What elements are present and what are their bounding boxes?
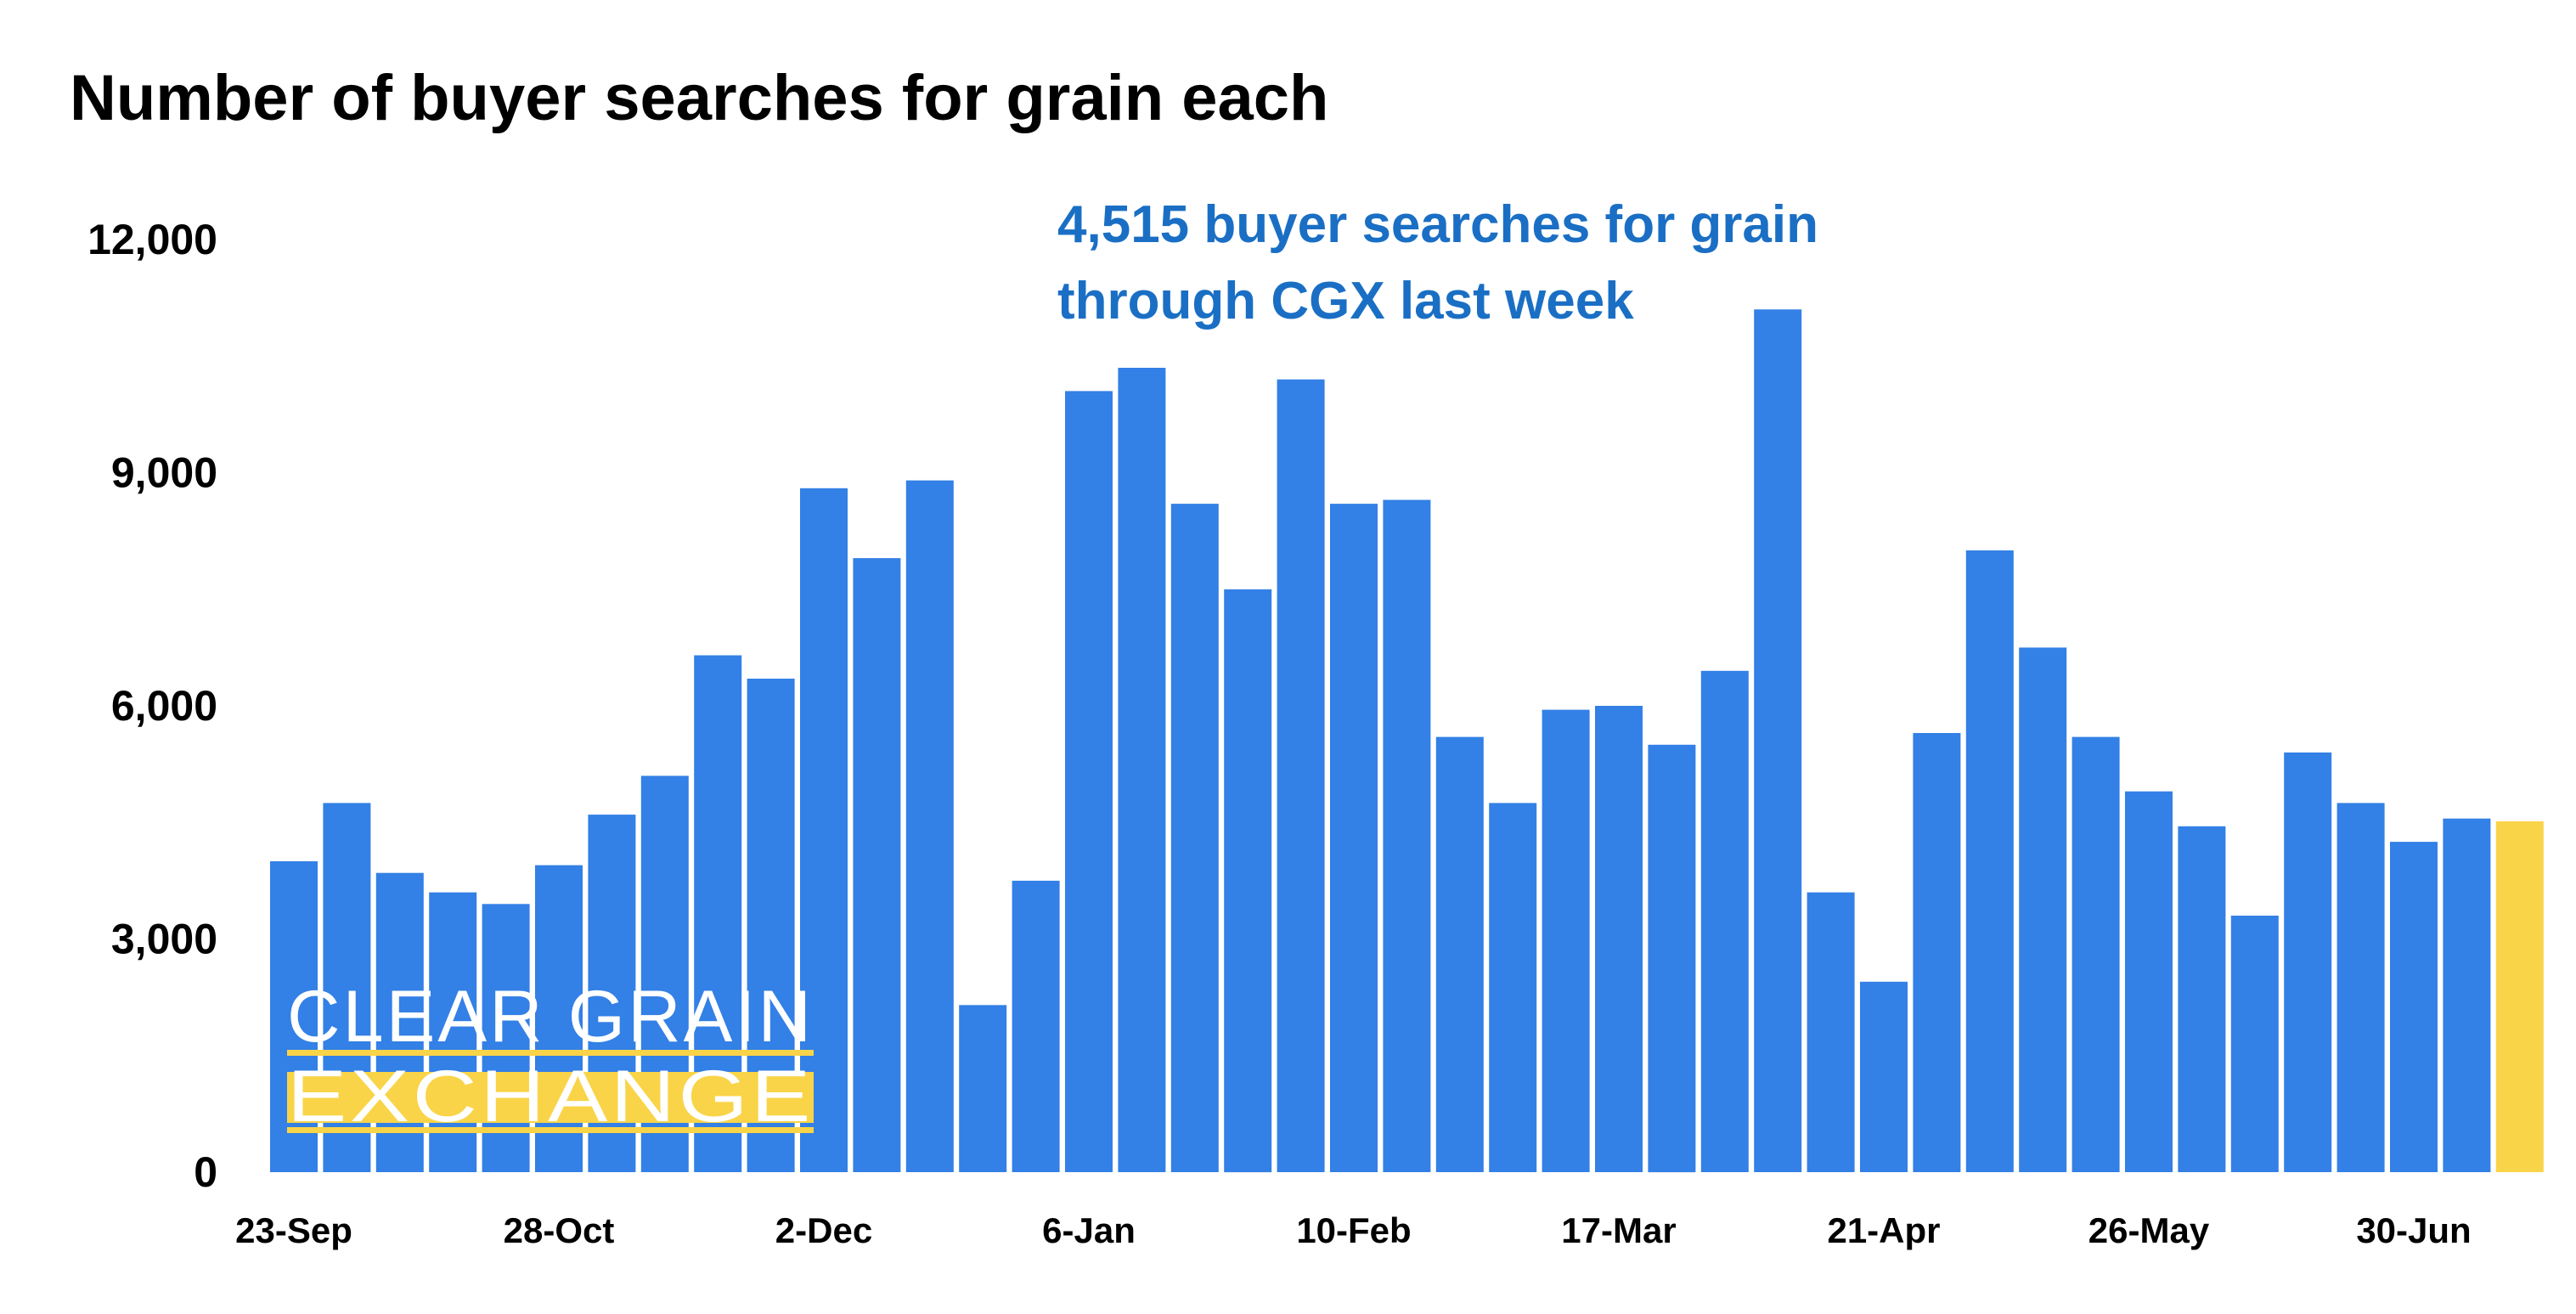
bar <box>2390 842 2438 1172</box>
bar <box>1065 391 1113 1172</box>
bar <box>2125 791 2173 1172</box>
bar <box>1224 589 1272 1173</box>
bar <box>1277 379 1325 1172</box>
bar <box>1330 504 1378 1172</box>
bar <box>2284 752 2332 1172</box>
bar <box>1012 880 1060 1172</box>
bar <box>1965 550 2014 1172</box>
chart-title: Number of buyer searches for grain each <box>70 62 1329 134</box>
bar <box>1754 309 1802 1172</box>
bar <box>1700 670 1749 1172</box>
bar <box>1118 368 1166 1172</box>
bar <box>1383 499 1431 1172</box>
y-tick-label: 6,000 <box>111 682 217 730</box>
y-tick-label: 0 <box>194 1148 217 1196</box>
bar <box>800 488 848 1172</box>
bar <box>1489 803 1537 1172</box>
bar <box>1542 709 1590 1172</box>
bar <box>1648 744 1696 1173</box>
x-tick-label: 21-Apr <box>1827 1210 1940 1250</box>
bar <box>1595 706 1643 1172</box>
bar <box>1807 892 1855 1172</box>
y-axis: 0 3,000 6,000 9,000 12,000 <box>87 216 217 1196</box>
annotation-line-1: 4,515 buyer searches for grain <box>1057 195 1818 254</box>
bar-last-week <box>2495 821 2544 1172</box>
bar <box>1435 736 1484 1172</box>
bar <box>959 1005 1007 1172</box>
x-tick-label: 23-Sep <box>235 1210 352 1250</box>
bar <box>2230 916 2279 1172</box>
y-tick-label: 3,000 <box>111 916 217 963</box>
bar <box>1913 733 1961 1172</box>
x-tick-label: 30-Jun <box>2356 1210 2471 1250</box>
bar <box>905 480 954 1172</box>
logo-bottom-rule <box>287 1127 814 1133</box>
bar <box>2072 736 2120 1172</box>
bar <box>2178 826 2226 1172</box>
y-tick-label: 9,000 <box>111 449 217 497</box>
bar <box>853 558 901 1172</box>
bar <box>2443 818 2491 1172</box>
logo-band <box>287 1072 814 1123</box>
bar <box>1170 504 1219 1172</box>
logo-text-clear-grain: CLEAR GRAIN <box>287 976 814 1057</box>
x-tick-label: 17-Mar <box>1561 1210 1676 1250</box>
logo-top-rule <box>287 1050 814 1056</box>
bar <box>429 892 477 1172</box>
bar <box>2019 647 2067 1172</box>
x-axis: 23-Sep 28-Oct 2-Dec 6-Jan 10-Feb 17-Mar 21-Apr… <box>235 1210 2472 1250</box>
annotation-line-2: through CGX last week <box>1057 272 1634 330</box>
x-tick-label: 2-Dec <box>775 1210 872 1250</box>
x-tick-label: 28-Oct <box>504 1210 615 1250</box>
x-tick-label: 26-May <box>2088 1210 2210 1250</box>
clear-grain-exchange-logo: CLEAR GRAIN EXCHANGE <box>287 976 814 1137</box>
logo-text-exchange: EXCHANGE <box>287 1056 814 1137</box>
x-tick-label: 6-Jan <box>1042 1210 1136 1250</box>
x-tick-label: 10-Feb <box>1296 1210 1411 1250</box>
bar <box>1860 981 1908 1172</box>
y-tick-label: 12,000 <box>87 216 217 263</box>
bar <box>2336 803 2385 1172</box>
